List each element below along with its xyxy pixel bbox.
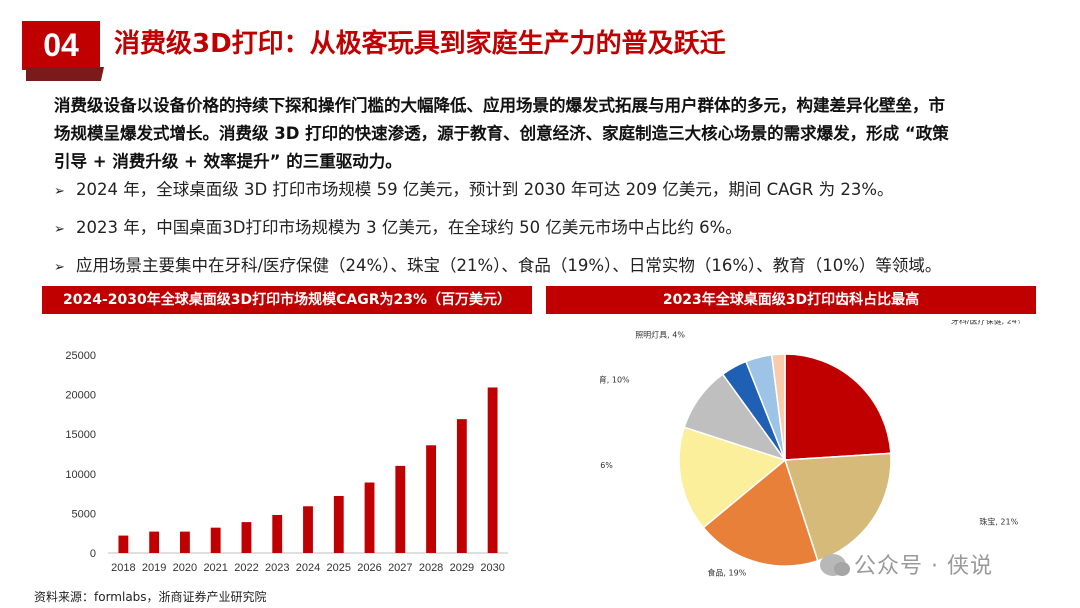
pie-label: 照明灯具, 4% xyxy=(635,329,685,339)
x-tick-label: 2023 xyxy=(265,562,289,574)
y-tick-label: 0 xyxy=(90,548,96,560)
watermark: 公众号 · 侠说 xyxy=(820,548,993,580)
x-tick-label: 2021 xyxy=(203,562,227,574)
pie-label: 食品, 19% xyxy=(707,568,746,578)
bar-2027 xyxy=(395,465,406,553)
y-tick-label: 25000 xyxy=(65,350,96,362)
x-tick-label: 2030 xyxy=(480,562,504,574)
y-tick-label: 20000 xyxy=(65,390,96,402)
bullet-item: ➢ 2024 年，全球桌面级 3D 打印市场规模 59 亿美元，预计到 2030 … xyxy=(54,176,1044,214)
x-tick-label: 2027 xyxy=(388,562,412,574)
bar-2024 xyxy=(303,506,313,553)
x-tick-label: 2025 xyxy=(327,562,351,574)
pie-chart: 牙科/医疗保健, 24% 珠宝, 21% 食品, 19% 日常实物, 16% 教育, 1… xyxy=(600,320,1020,578)
bar-chart: 0 5000 10000 15000 20000 25000 2018 2019 2020 202… xyxy=(65,350,508,574)
pie-slice xyxy=(770,353,786,461)
y-tick-label: 15000 xyxy=(65,429,96,441)
section-number-badge: 04 xyxy=(22,21,100,70)
x-tick-label: 2018 xyxy=(111,562,135,574)
bar-2022 xyxy=(241,522,252,553)
x-tick-label: 2024 xyxy=(296,562,320,574)
y-tick-label: 10000 xyxy=(65,469,96,481)
y-tick-label: 5000 xyxy=(72,508,96,520)
source-note: 资料来源：formlabs，浙商证券产业研究院 xyxy=(34,590,267,604)
bar-2023 xyxy=(272,514,283,553)
pie-label: 教育, 10% xyxy=(600,375,630,385)
x-tick-label: 2019 xyxy=(142,562,166,574)
bullet-item: ➢ 应用场景主要集中在牙科/医疗保健（24%）、珠宝（21%）、食品（19%）、日… xyxy=(54,252,1044,290)
bar-2029 xyxy=(456,419,467,553)
wechat-icon xyxy=(820,554,850,576)
bar-2018 xyxy=(118,535,129,553)
bar-2020 xyxy=(180,531,190,553)
watermark-text: 公众号 · 侠说 xyxy=(854,554,993,579)
x-tick-label: 2029 xyxy=(450,562,474,574)
pie-label: 牙科/医疗保健, 24% xyxy=(951,320,1020,325)
pie-chart-title: 2023年全球桌面级3D打印齿科占比最高 xyxy=(546,286,1036,314)
pie-slice xyxy=(702,458,819,567)
bar-2019 xyxy=(149,531,160,553)
bar-2021 xyxy=(210,527,221,553)
pie-label: 珠宝, 21% xyxy=(979,517,1018,527)
badge-shadow xyxy=(26,67,104,81)
x-tick-label: 2020 xyxy=(173,562,197,574)
bar-2030 xyxy=(487,387,498,553)
bar-2026 xyxy=(364,482,375,553)
bar-2028 xyxy=(426,445,436,553)
intro-line-1: 消费级设备以设备价格的持续下探和操作门槛的大幅降低、应用场景的爆发式拓展与用户群… xyxy=(54,96,945,115)
arrow-bullet-icon: ➢ xyxy=(54,184,65,199)
bar-2025 xyxy=(333,495,344,553)
intro-line-3: 引导 + 消费升级 + 效率提升” 的三重驱动力。 xyxy=(54,152,402,171)
bullet-text: 2024 年，全球桌面级 3D 打印市场规模 59 亿美元，预计到 2030 年… xyxy=(76,180,894,199)
page-title: 消费级3D打印：从极客玩具到家庭生产力的普及跃迁 xyxy=(114,29,726,59)
arrow-bullet-icon: ➢ xyxy=(54,222,65,237)
pie-slice xyxy=(678,426,787,529)
x-tick-label: 2026 xyxy=(357,562,381,574)
bullet-text: 2023 年，中国桌面3D打印市场规模为 3 亿美元，在全球约 50 亿美元市场… xyxy=(76,218,742,237)
pie-label: 日常实物, 16% xyxy=(600,460,613,470)
pie-slice xyxy=(784,353,892,461)
bar-chart-title: 2024-2030年全球桌面级3D打印市场规模CAGR为23%（百万美元） xyxy=(42,286,532,314)
intro-paragraph: 消费级设备以设备价格的持续下探和操作门槛的大幅降低、应用场景的爆发式拓展与用户群… xyxy=(54,92,1034,176)
arrow-bullet-icon: ➢ xyxy=(54,260,65,275)
x-tick-label: 2022 xyxy=(234,562,258,574)
bullet-item: ➢ 2023 年，中国桌面3D打印市场规模为 3 亿美元，在全球约 50 亿美元市… xyxy=(54,214,1044,252)
intro-line-2: 场规模呈爆发式增长。消费级 3D 打印的快速渗透，源于教育、创意经济、家庭制造三… xyxy=(54,124,949,143)
bullet-text: 应用场景主要集中在牙科/医疗保健（24%）、珠宝（21%）、食品（19%）、日常… xyxy=(76,256,942,275)
x-tick-label: 2028 xyxy=(419,562,443,574)
bullet-list: ➢ 2024 年，全球桌面级 3D 打印市场规模 59 亿美元，预计到 2030 … xyxy=(54,176,1044,290)
